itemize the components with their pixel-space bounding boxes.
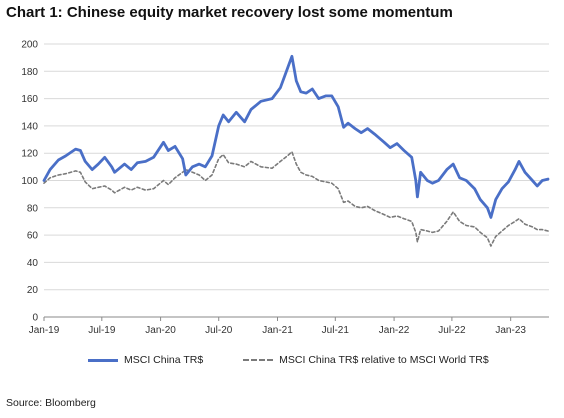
legend-item-msci-china: MSCI China TR$ xyxy=(88,354,203,366)
y-tick-label-40: 40 xyxy=(27,258,39,269)
x-tick-label-Jul-20: Jul-20 xyxy=(205,325,233,336)
series-line-relative-to-world xyxy=(43,151,549,247)
y-tick-label-160: 160 xyxy=(21,94,38,105)
x-tick-label-Jul-19: Jul-19 xyxy=(88,325,116,336)
x-tick-label-Jan-23: Jan-23 xyxy=(495,325,526,336)
y-tick-label-60: 60 xyxy=(27,231,39,242)
x-tick-label-Jan-19: Jan-19 xyxy=(29,325,60,336)
y-tick-label-140: 140 xyxy=(21,121,38,132)
source-note: Source: Bloomberg xyxy=(6,397,96,409)
axis-layer: 0 20 40 60 80 100 120 140 160 180 200 Jan-19 Jul-19 J… xyxy=(21,40,526,337)
y-tick-label-180: 180 xyxy=(21,67,38,78)
legend-swatch-relative xyxy=(243,359,274,361)
x-tick-label-Jul-21: Jul-21 xyxy=(322,325,350,336)
chart-title: Chart 1: Chinese equity market recovery … xyxy=(6,4,453,21)
legend-item-relative: MSCI China TR$ relative to MSCI World TR… xyxy=(243,354,489,366)
legend-label-msci-china: MSCI China TR$ xyxy=(124,354,204,366)
legend-swatch-msci-china xyxy=(88,358,118,362)
series-line-msci-china xyxy=(42,54,550,219)
series-layer xyxy=(42,54,550,247)
y-tick-label-20: 20 xyxy=(27,285,39,296)
x-tick-label-Jan-21: Jan-21 xyxy=(262,325,293,336)
y-tick-label-120: 120 xyxy=(21,149,38,160)
y-tick-label-0: 0 xyxy=(32,313,38,324)
legend-label-relative: MSCI China TR$ relative to MSCI World TR… xyxy=(279,354,489,366)
x-tick-label-Jan-20: Jan-20 xyxy=(145,325,176,336)
legend: MSCI China TR$ MSCI China TR$ relative t… xyxy=(88,354,489,366)
grid-layer xyxy=(44,43,549,318)
y-tick-label-200: 200 xyxy=(21,40,38,51)
x-tick-label-Jan-22: Jan-22 xyxy=(379,325,410,336)
y-tick-label-100: 100 xyxy=(21,176,38,187)
x-tick-label-Jul-22: Jul-22 xyxy=(438,325,466,336)
y-tick-label-80: 80 xyxy=(27,203,39,214)
